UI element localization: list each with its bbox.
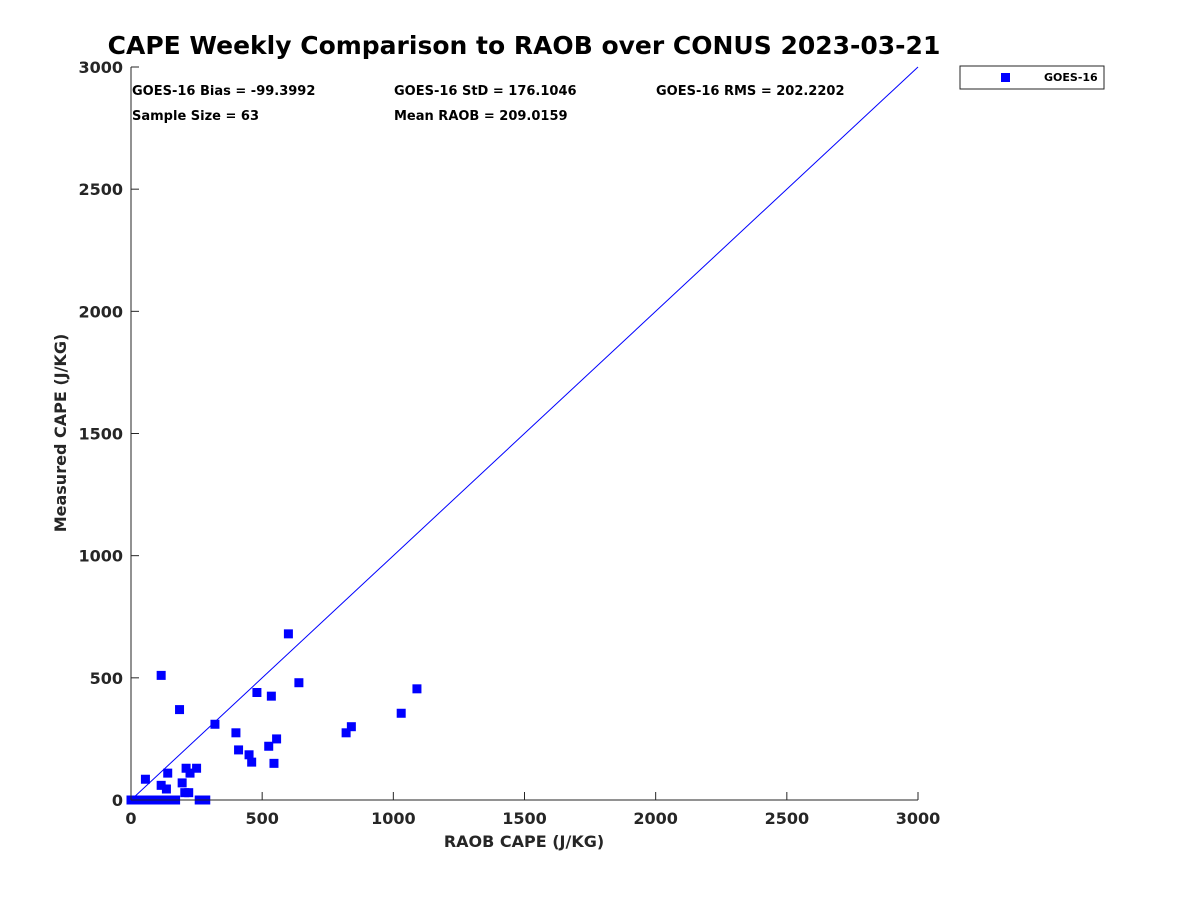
chart-title: CAPE Weekly Comparison to RAOB over CONU… (108, 31, 941, 60)
data-point (272, 734, 282, 744)
x-tick-label: 3000 (896, 809, 941, 828)
data-point (252, 687, 262, 697)
y-tick-label: 0 (112, 791, 123, 810)
y-tick-label: 2500 (78, 180, 123, 199)
data-point (269, 758, 279, 768)
data-point (294, 678, 304, 688)
x-tick-label: 500 (245, 809, 278, 828)
data-point (163, 768, 173, 778)
data-point (412, 684, 422, 694)
data-point (283, 629, 293, 639)
axes: 0 500 1000 1500 2000 2500 3000 0 500 1000 1500 2000… (78, 58, 940, 828)
y-tick-label: 1000 (78, 547, 123, 566)
stat-bias: GOES-16 Bias = -99.3992 (132, 84, 315, 99)
legend: GOES-16 (959, 65, 1105, 90)
x-tick-label: 1000 (371, 809, 416, 828)
x-axis-label: RAOB CAPE (J/KG) (444, 832, 604, 851)
y-tick-label: 1500 (78, 425, 123, 444)
y-tick-label: 3000 (78, 58, 123, 77)
stat-mean-raob: Mean RAOB = 209.0159 (394, 109, 568, 124)
data-point (247, 757, 257, 767)
stat-sample-size: Sample Size = 63 (132, 109, 259, 124)
data-point (346, 722, 356, 732)
data-point (396, 708, 406, 718)
data-point (264, 741, 274, 751)
data-point (156, 780, 166, 790)
data-point (161, 784, 171, 794)
legend-label: GOES-16 (1044, 71, 1098, 84)
stat-rms: GOES-16 RMS = 202.2202 (656, 84, 845, 99)
y-tick-label: 500 (90, 669, 123, 688)
data-point (244, 750, 254, 760)
x-tick-label: 1500 (502, 809, 547, 828)
stats-annotations: GOES-16 Bias = -99.3992 GOES-16 StD = 17… (132, 84, 845, 124)
data-point (231, 728, 241, 738)
data-point (156, 670, 166, 680)
data-point (210, 719, 220, 729)
data-points (126, 629, 422, 805)
x-tick-label: 2000 (633, 809, 678, 828)
x-tick-label: 2500 (765, 809, 810, 828)
y-tick-label: 2000 (78, 302, 123, 321)
legend-marker (1001, 73, 1010, 82)
data-point (266, 691, 276, 701)
data-point (181, 763, 191, 773)
data-point (341, 728, 351, 738)
one-to-one-line (130, 66, 919, 801)
stat-std: GOES-16 StD = 176.1046 (394, 84, 577, 99)
reference-line-group (130, 66, 919, 801)
legend-box (959, 65, 1105, 90)
data-point (177, 778, 187, 788)
data-point (192, 763, 202, 773)
data-point (234, 745, 244, 755)
x-tick-label: 0 (125, 809, 136, 828)
data-point (185, 768, 195, 778)
y-axis-label: Measured CAPE (J/KG) (51, 334, 70, 533)
data-point (175, 705, 185, 715)
data-point (140, 774, 150, 784)
data-point (184, 788, 194, 798)
